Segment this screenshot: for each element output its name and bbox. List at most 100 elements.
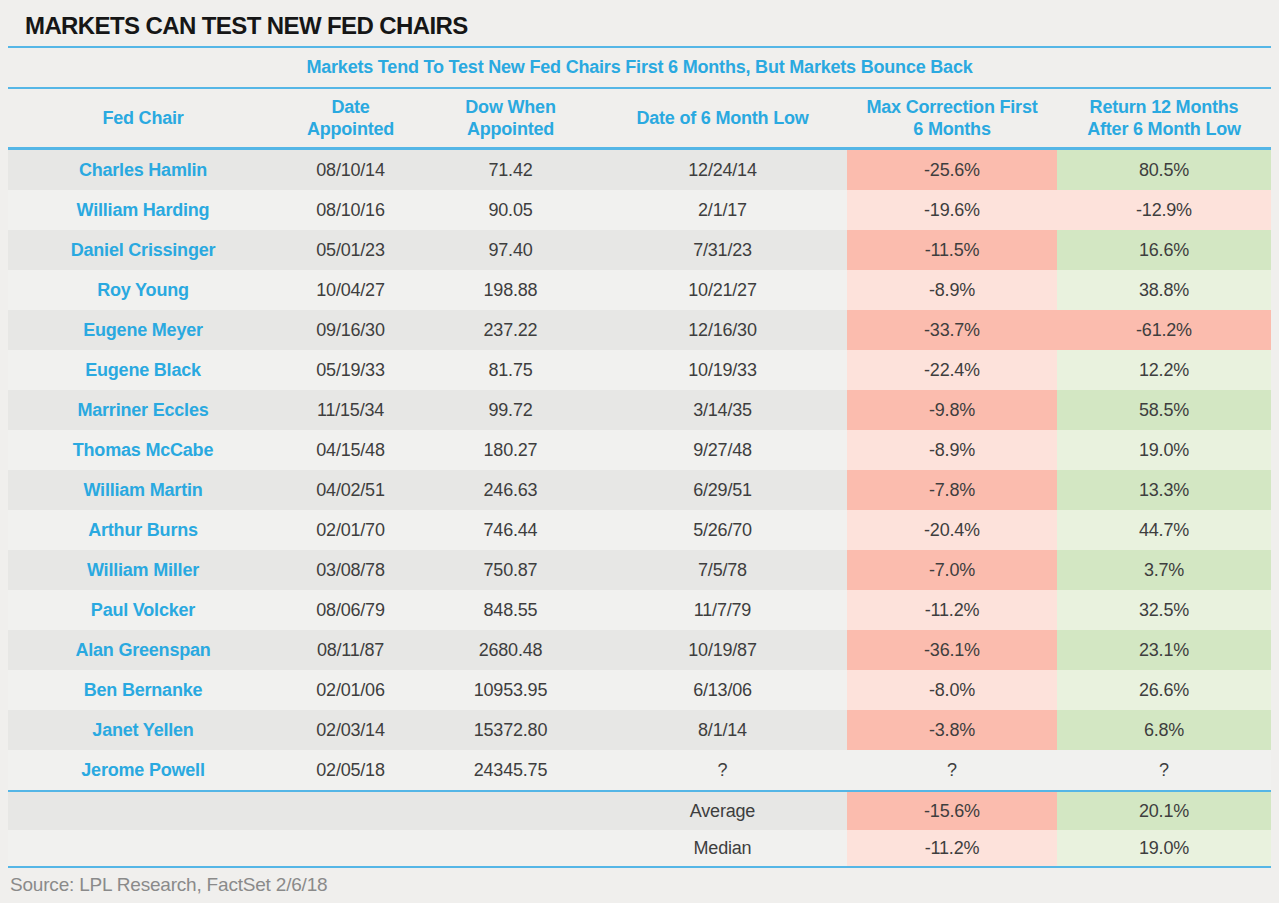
- correction-cell: -33.7%: [847, 310, 1057, 350]
- table-row: Janet Yellen 02/03/14 15372.80 8/1/14 -3…: [8, 710, 1271, 750]
- table-row: William Martin 04/02/51 246.63 6/29/51 -…: [8, 470, 1271, 510]
- fed-chair-cell: Janet Yellen: [8, 710, 278, 750]
- average-label: Average: [598, 791, 847, 830]
- return-cell: 23.1%: [1057, 630, 1271, 670]
- correction-cell: -8.9%: [847, 270, 1057, 310]
- header-max-correction: Max Correction First6 Months: [847, 89, 1057, 149]
- fed-chair-cell: Roy Young: [8, 270, 278, 310]
- average-row: Average -15.6% 20.1%: [8, 791, 1271, 830]
- dow-cell: 97.40: [423, 230, 598, 270]
- table-row: Thomas McCabe 04/15/48 180.27 9/27/48 -8…: [8, 430, 1271, 470]
- table-row: Eugene Meyer 09/16/30 237.22 12/16/30 -3…: [8, 310, 1271, 350]
- dow-cell: 10953.95: [423, 670, 598, 710]
- table-row: Ben Bernanke 02/01/06 10953.95 6/13/06 -…: [8, 670, 1271, 710]
- low-date-cell: 11/7/79: [598, 590, 847, 630]
- correction-cell: ?: [847, 750, 1057, 791]
- date-appointed-cell: 02/05/18: [278, 750, 423, 791]
- low-date-cell: 3/14/35: [598, 390, 847, 430]
- date-appointed-cell: 08/11/87: [278, 630, 423, 670]
- fed-chair-cell: Paul Volcker: [8, 590, 278, 630]
- dow-cell: 15372.80: [423, 710, 598, 750]
- fed-chair-cell: Eugene Black: [8, 350, 278, 390]
- correction-cell: -8.9%: [847, 430, 1057, 470]
- median-row: Median -11.2% 19.0%: [8, 830, 1271, 867]
- date-appointed-cell: 02/01/70: [278, 510, 423, 550]
- fed-chair-cell: Thomas McCabe: [8, 430, 278, 470]
- header-row: Fed Chair DateAppointed Dow WhenAppointe…: [8, 89, 1271, 149]
- table-row: Marriner Eccles 11/15/34 99.72 3/14/35 -…: [8, 390, 1271, 430]
- return-cell: 16.6%: [1057, 230, 1271, 270]
- date-appointed-cell: 04/02/51: [278, 470, 423, 510]
- low-date-cell: 10/21/27: [598, 270, 847, 310]
- header-line: Return 12 Months: [1057, 96, 1271, 118]
- date-appointed-cell: 02/03/14: [278, 710, 423, 750]
- correction-cell: -20.4%: [847, 510, 1057, 550]
- header-line: Date of 6 Month Low: [598, 107, 847, 129]
- header-line: Appointed: [278, 118, 423, 140]
- median-correction-cell: -11.2%: [847, 830, 1057, 867]
- fed-chair-cell: Jerome Powell: [8, 750, 278, 791]
- fed-chair-cell: Arthur Burns: [8, 510, 278, 550]
- average-return-cell: 20.1%: [1057, 791, 1271, 830]
- fed-chairs-table: Fed Chair DateAppointed Dow WhenAppointe…: [8, 89, 1271, 868]
- return-cell: 6.8%: [1057, 710, 1271, 750]
- header-line: 6 Months: [847, 118, 1057, 140]
- table-row: Roy Young 10/04/27 198.88 10/21/27 -8.9%…: [8, 270, 1271, 310]
- header-date-of-low: Date of 6 Month Low: [598, 89, 847, 149]
- return-cell: 80.5%: [1057, 149, 1271, 191]
- low-date-cell: 12/16/30: [598, 310, 847, 350]
- return-cell: 44.7%: [1057, 510, 1271, 550]
- date-appointed-cell: 02/01/06: [278, 670, 423, 710]
- dow-cell: 99.72: [423, 390, 598, 430]
- empty-cell: [278, 791, 423, 830]
- header-line: After 6 Month Low: [1057, 118, 1271, 140]
- fed-chair-cell: William Harding: [8, 190, 278, 230]
- table-row: Arthur Burns 02/01/70 746.44 5/26/70 -20…: [8, 510, 1271, 550]
- correction-cell: -22.4%: [847, 350, 1057, 390]
- dow-cell: 246.63: [423, 470, 598, 510]
- dow-cell: 746.44: [423, 510, 598, 550]
- dow-cell: 90.05: [423, 190, 598, 230]
- low-date-cell: 5/26/70: [598, 510, 847, 550]
- dow-cell: 2680.48: [423, 630, 598, 670]
- table-row: Eugene Black 05/19/33 81.75 10/19/33 -22…: [8, 350, 1271, 390]
- correction-cell: -25.6%: [847, 149, 1057, 191]
- dow-cell: 237.22: [423, 310, 598, 350]
- return-cell: 58.5%: [1057, 390, 1271, 430]
- correction-cell: -11.5%: [847, 230, 1057, 270]
- fed-chair-cell: Daniel Crissinger: [8, 230, 278, 270]
- return-cell: 12.2%: [1057, 350, 1271, 390]
- header-fed-chair: Fed Chair: [8, 89, 278, 149]
- correction-cell: -7.0%: [847, 550, 1057, 590]
- correction-cell: -8.0%: [847, 670, 1057, 710]
- empty-cell: [8, 791, 278, 830]
- chart-frame: MARKETS CAN TEST NEW FED CHAIRS Markets …: [0, 0, 1279, 903]
- return-cell: -12.9%: [1057, 190, 1271, 230]
- dow-cell: 24345.75: [423, 750, 598, 791]
- empty-cell: [423, 830, 598, 867]
- date-appointed-cell: 08/10/14: [278, 149, 423, 191]
- date-appointed-cell: 04/15/48: [278, 430, 423, 470]
- correction-cell: -7.8%: [847, 470, 1057, 510]
- return-cell: 26.6%: [1057, 670, 1271, 710]
- table-row: Jerome Powell 02/05/18 24345.75 ? ? ?: [8, 750, 1271, 791]
- dow-cell: 198.88: [423, 270, 598, 310]
- header-dow-when-appointed: Dow WhenAppointed: [423, 89, 598, 149]
- date-appointed-cell: 09/16/30: [278, 310, 423, 350]
- header-line: Fed Chair: [8, 107, 278, 129]
- header-return-12m: Return 12 MonthsAfter 6 Month Low: [1057, 89, 1271, 149]
- date-appointed-cell: 08/10/16: [278, 190, 423, 230]
- table-header: Fed Chair DateAppointed Dow WhenAppointe…: [8, 89, 1271, 149]
- dow-cell: 180.27: [423, 430, 598, 470]
- return-cell: ?: [1057, 750, 1271, 791]
- low-date-cell: 7/31/23: [598, 230, 847, 270]
- low-date-cell: 7/5/78: [598, 550, 847, 590]
- fed-chair-cell: William Miller: [8, 550, 278, 590]
- low-date-cell: 10/19/33: [598, 350, 847, 390]
- fed-chair-cell: Ben Bernanke: [8, 670, 278, 710]
- dow-cell: 71.42: [423, 149, 598, 191]
- table-row: Paul Volcker 08/06/79 848.55 11/7/79 -11…: [8, 590, 1271, 630]
- return-cell: 3.7%: [1057, 550, 1271, 590]
- return-cell: 38.8%: [1057, 270, 1271, 310]
- low-date-cell: 6/13/06: [598, 670, 847, 710]
